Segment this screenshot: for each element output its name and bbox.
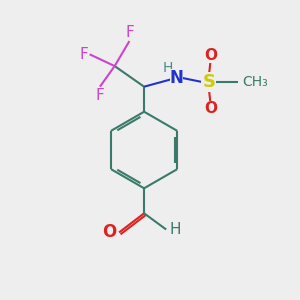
Text: H: H (169, 222, 181, 237)
Text: H: H (163, 61, 173, 75)
Text: O: O (204, 48, 217, 63)
Text: F: F (125, 25, 134, 40)
Text: F: F (96, 88, 104, 103)
Text: N: N (169, 69, 183, 87)
Text: O: O (103, 224, 117, 242)
Text: CH₃: CH₃ (242, 75, 268, 89)
Text: O: O (204, 101, 217, 116)
Text: F: F (80, 47, 88, 62)
Text: S: S (202, 73, 215, 91)
